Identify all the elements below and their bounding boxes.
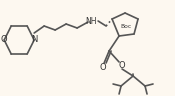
Text: O: O (100, 63, 106, 72)
Text: O: O (1, 36, 8, 45)
Text: Boc: Boc (120, 24, 132, 29)
Text: N: N (31, 36, 37, 45)
Text: NH: NH (85, 17, 97, 26)
Text: O: O (119, 62, 125, 70)
